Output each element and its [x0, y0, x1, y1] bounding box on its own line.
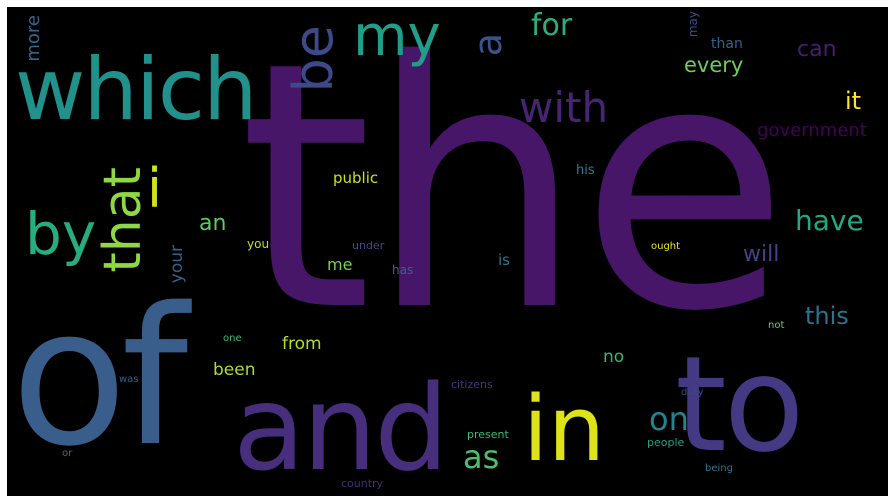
- word-has: has: [392, 263, 414, 277]
- word-than: than: [711, 36, 743, 52]
- word-it: it: [845, 87, 862, 115]
- word-may: may: [686, 11, 700, 38]
- word-have: have: [795, 204, 864, 237]
- word-an: an: [199, 211, 227, 236]
- word-from: from: [282, 334, 322, 354]
- word-this: this: [805, 302, 849, 330]
- word-by: by: [25, 200, 97, 268]
- word-will: will: [743, 242, 780, 267]
- word-with: with: [519, 83, 609, 132]
- word-for: for: [531, 8, 573, 43]
- word-i: i: [147, 157, 163, 220]
- word-under: under: [352, 239, 385, 252]
- word-people: people: [647, 436, 685, 449]
- word-in: in: [523, 377, 606, 482]
- word-duty: duty: [681, 387, 704, 398]
- word-his: his: [576, 163, 595, 178]
- word-government: government: [757, 120, 867, 141]
- word-which: which: [15, 40, 258, 140]
- word-a: a: [466, 33, 510, 57]
- word-cloud: the of and to in which by that be my i w…: [7, 7, 888, 496]
- word-every: every: [684, 53, 744, 77]
- word-and: and: [233, 359, 449, 496]
- word-been: been: [213, 360, 256, 380]
- word-country: country: [341, 477, 384, 490]
- word-that: that: [93, 167, 153, 273]
- word-being: being: [705, 463, 733, 474]
- word-more: more: [23, 15, 44, 62]
- word-on: on: [649, 400, 689, 438]
- word-public: public: [333, 169, 379, 187]
- word-ought: ought: [651, 241, 681, 252]
- word-me: me: [327, 255, 353, 274]
- word-one: one: [223, 333, 242, 344]
- word-citizens: citizens: [451, 378, 493, 391]
- word-can: can: [797, 37, 837, 62]
- word-not: not: [768, 320, 785, 331]
- word-or: or: [62, 448, 73, 459]
- word-present: present: [467, 428, 509, 441]
- word-the: the: [239, 7, 789, 386]
- word-your: your: [167, 245, 187, 284]
- word-you: you: [247, 237, 270, 251]
- word-was: was: [119, 374, 139, 385]
- word-be: be: [282, 25, 345, 93]
- word-of: of: [11, 267, 188, 488]
- word-as: as: [463, 438, 500, 476]
- word-is: is: [498, 251, 510, 269]
- word-my: my: [353, 7, 441, 69]
- word-no: no: [603, 347, 625, 367]
- word-to: to: [675, 328, 805, 482]
